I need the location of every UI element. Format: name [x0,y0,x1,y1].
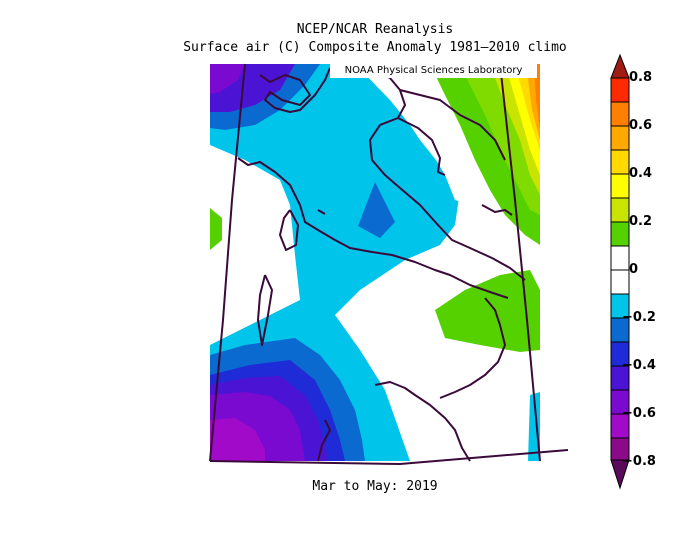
cyan-anomaly-southeast [528,392,540,461]
island-small [317,209,326,215]
deep-purple-anomaly-southwest [210,418,265,461]
coast-northeast [399,89,506,161]
coast-southwest [317,419,331,462]
purple-anomaly-northwest [210,64,245,94]
colorbar-label: −0.8 [622,454,656,469]
colorbar-bin [610,149,630,175]
colorbar-label: 0.2 [629,214,653,229]
chart-title-line-2: Surface air (C) Composite Anomaly 1981–2… [183,40,567,55]
colorbar-bin [610,245,630,271]
colorbar-label: −0.6 [622,406,656,421]
colorbar [610,53,630,490]
colorbar-bin [610,269,630,295]
colorbar-bin [610,221,630,247]
map-edge-south [209,449,569,465]
chart-title-line-1: NCEP/NCAR Reanalysis [296,22,454,37]
coast-peninsula-east [369,117,526,281]
coastlines [209,63,569,465]
colorbar-label: 0.6 [629,118,653,133]
colorbar-label: 0.4 [629,166,653,181]
colorbar-bin [610,125,630,151]
colorbar-label: 0 [629,262,639,277]
green-anomaly-west [210,208,222,250]
island-west-2 [257,274,273,346]
coast-southeast [439,297,506,399]
colorbar-bottom-arrow [610,459,630,490]
coast-northwest [259,67,331,113]
colorbar-top-arrow [610,53,630,79]
map-edge-west [209,63,246,462]
island-east [481,204,513,216]
coast-south [374,381,471,462]
credit-label: NOAA Physical Sciences Laboratory [330,64,537,78]
colorbar-bin [610,197,630,223]
coast-gulf [397,117,446,176]
anomaly-fields [210,64,540,461]
colorbar-bin [610,101,630,127]
red-orange-anomaly-northeast [534,64,540,130]
map-edge-east [499,63,541,462]
neutral-wedge-north [355,64,500,205]
period-label: Mar to May: 2019 [312,479,438,494]
blue-anomaly-patch [358,182,395,238]
colorbar-label: 0.8 [629,70,653,85]
island-west-1 [279,209,299,251]
colorbar-bin [610,77,630,103]
colorbar-bin [610,173,630,199]
green-anomaly-east [435,270,540,352]
coast-peninsula-west [237,157,509,299]
colorbar-label: −0.2 [622,310,656,325]
colorbar-label: −0.4 [622,358,656,373]
